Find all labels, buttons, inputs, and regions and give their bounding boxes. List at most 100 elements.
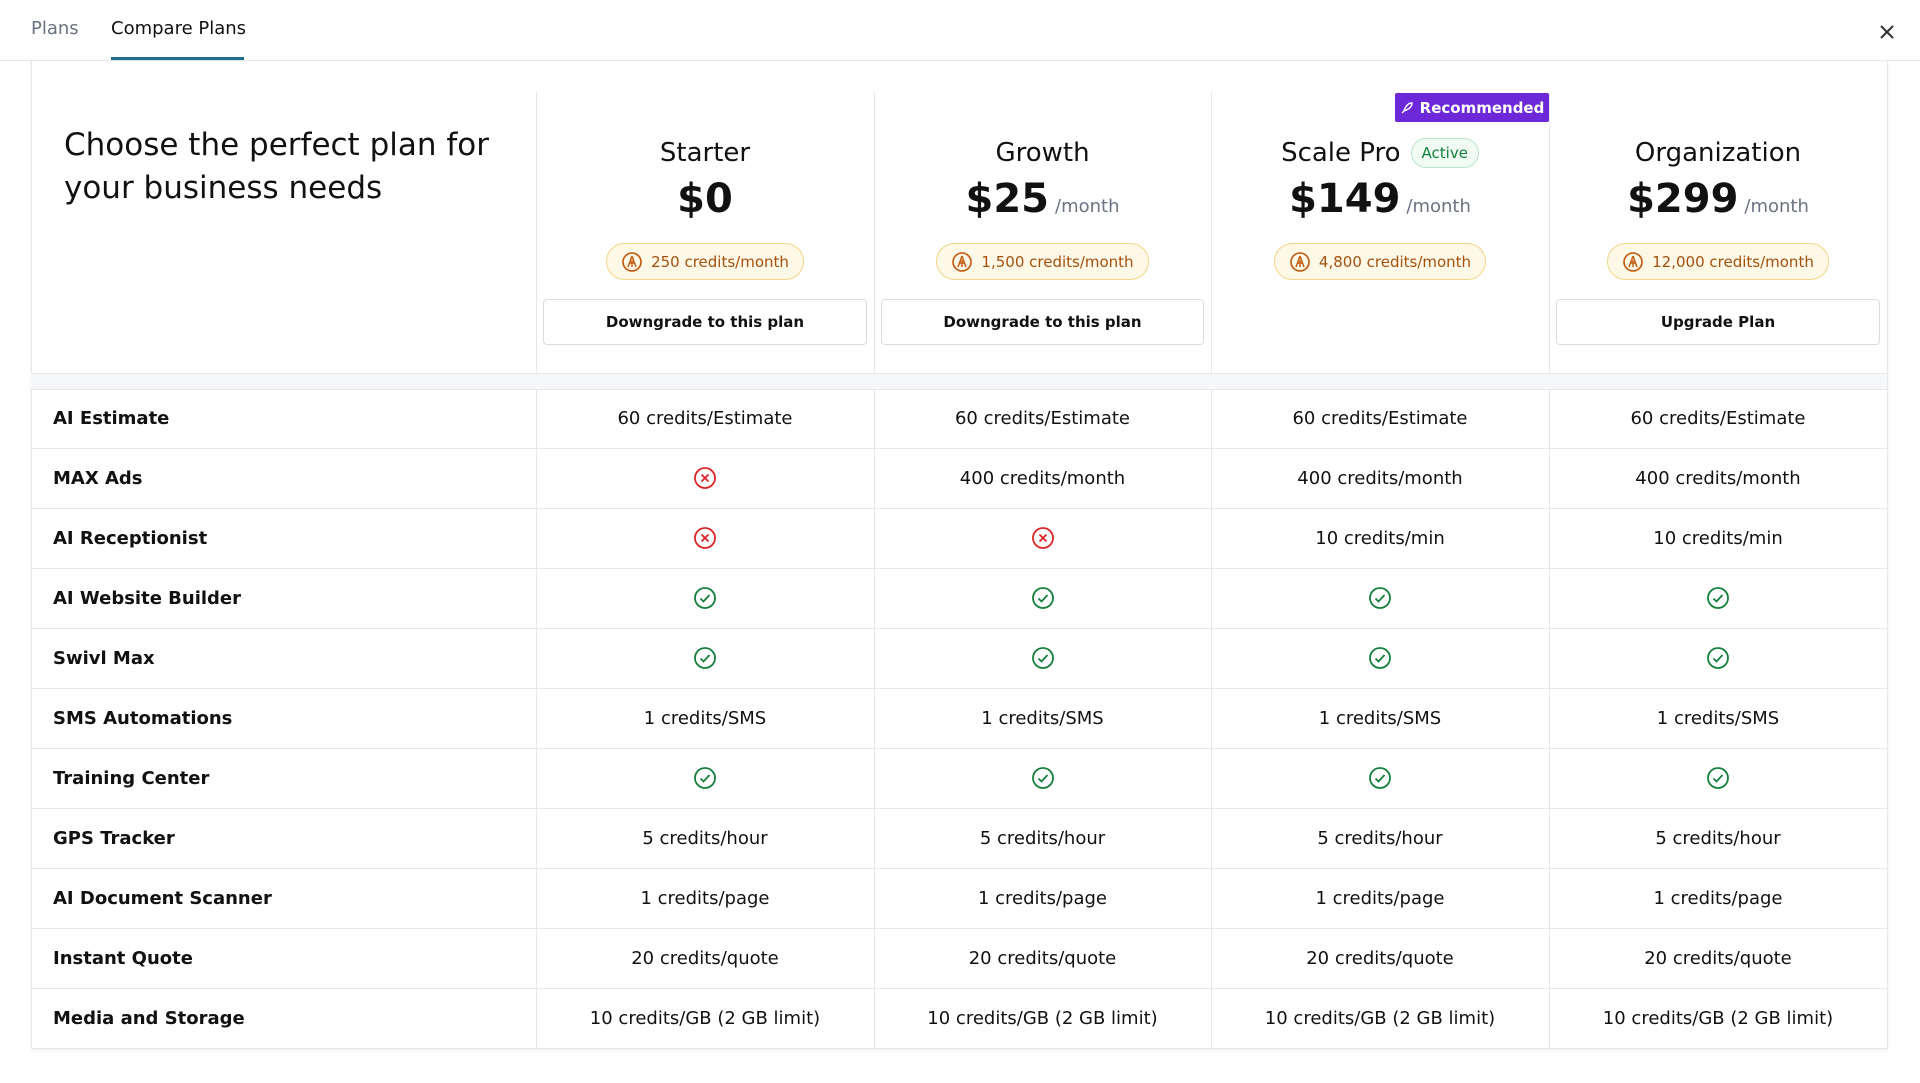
credits-pill: 12,000 credits/month	[1607, 243, 1829, 280]
plan-name: Organization	[1549, 138, 1887, 168]
feature-value: 10 credits/min	[1653, 527, 1783, 549]
row-divider	[31, 568, 1887, 569]
feature-value: 5 credits/hour	[1317, 827, 1443, 849]
credits-pill: 4,800 credits/month	[1273, 243, 1487, 280]
feature-value: 60 credits/Estimate	[1292, 407, 1468, 429]
feature-value: 1 credits/SMS	[1318, 707, 1442, 729]
feature-value: 10 credits/GB (2 GB limit)	[927, 1007, 1158, 1029]
row-divider	[31, 928, 1887, 929]
check-icon	[874, 568, 1211, 628]
credits-text: 1,500 credits/month	[981, 252, 1134, 271]
feature-value: 1 credits/SMS	[643, 707, 767, 729]
status-badge: Active	[1410, 138, 1479, 168]
credits-row: 4,800 credits/month	[1211, 243, 1549, 280]
tab[interactable]: Plans	[31, 18, 79, 39]
credits-row: 12,000 credits/month	[1549, 243, 1887, 280]
close-button[interactable]	[1878, 23, 1896, 41]
feature-value: 400 credits/month	[1297, 467, 1463, 489]
price-amount: $149	[1289, 176, 1401, 222]
price-amount: $0	[677, 176, 733, 222]
plan-name: Starter	[536, 138, 874, 168]
cross-icon	[536, 508, 874, 568]
plan-title: Starter	[659, 138, 751, 168]
check-icon	[1211, 568, 1549, 628]
feature-name: Instant Quote	[53, 947, 193, 969]
plan-title: Organization	[1634, 138, 1802, 168]
feature-value: 1 credits/SMS	[1656, 707, 1780, 729]
feature-name: MAX Ads	[53, 467, 143, 489]
row-divider	[31, 988, 1887, 989]
price-period: /month	[1406, 196, 1471, 217]
feature-name: AI Receptionist	[53, 527, 208, 549]
price-period: /month	[1055, 196, 1120, 217]
header-gap	[31, 373, 1887, 390]
tab-underline	[111, 57, 244, 60]
compare-table	[31, 60, 1888, 1049]
check-icon	[874, 748, 1211, 808]
heading: Choose the perfect plan for your busines…	[64, 127, 489, 206]
feature-value: 5 credits/hour	[979, 827, 1106, 849]
feature-value: 1 credits/SMS	[981, 707, 1104, 729]
plan-button[interactable]: Downgrade to this plan	[881, 299, 1204, 345]
divider	[0, 60, 1920, 61]
feature-value: 1 credits/page	[1653, 887, 1783, 909]
recommended-badge: Recommended	[1395, 93, 1549, 122]
feature-value: 5 credits/hour	[1655, 827, 1781, 849]
plan-button[interactable]: Downgrade to this plan	[543, 299, 867, 345]
column-divider	[874, 92, 875, 1048]
credits-text: 4,800 credits/month	[1318, 252, 1472, 271]
feature-value: 60 credits/Estimate	[954, 407, 1131, 429]
feature-name: AI Estimate	[53, 407, 170, 429]
plan-price: $149/month	[1211, 176, 1549, 222]
check-icon	[1549, 568, 1887, 628]
credits-pill: 250 credits/month	[606, 243, 804, 280]
row-divider	[31, 628, 1887, 629]
plan-price: $25/month	[874, 176, 1211, 222]
feature-value: 20 credits/quote	[631, 947, 779, 969]
badge-text: Recommended	[1419, 98, 1545, 117]
feature-value: 10 credits/GB (2 GB limit)	[589, 1007, 821, 1029]
check-icon	[536, 748, 874, 808]
feature-value: 1 credits/page	[640, 887, 770, 909]
price-period: /month	[1744, 196, 1809, 217]
feature-value: 1 credits/page	[977, 887, 1108, 909]
check-icon	[536, 568, 874, 628]
credits-text: 250 credits/month	[651, 252, 789, 271]
row-divider	[31, 748, 1887, 749]
column-divider	[536, 92, 537, 1048]
feature-name: Media and Storage	[53, 1007, 245, 1029]
cross-icon	[536, 448, 874, 508]
feature-value: 400 credits/month	[1635, 467, 1801, 489]
feature-value: 10 credits/GB (2 GB limit)	[1602, 1007, 1834, 1029]
plan-price: $299/month	[1549, 176, 1887, 222]
check-icon	[874, 628, 1211, 688]
credit-icon	[1623, 251, 1643, 272]
credit-icon	[1290, 251, 1310, 272]
feature-value: 20 credits/quote	[1644, 947, 1792, 969]
credits-text: 12,000 credits/month	[1652, 252, 1814, 271]
row-divider	[31, 448, 1887, 449]
check-icon	[1211, 748, 1549, 808]
feature-name: Training Center	[53, 767, 210, 789]
row-divider	[31, 868, 1887, 869]
column-divider	[1211, 92, 1212, 1048]
feature-name: GPS Tracker	[53, 827, 175, 849]
rocket-icon	[1401, 101, 1413, 113]
tab-active[interactable]: Compare Plans	[111, 18, 247, 39]
feature-value: 60 credits/Estimate	[617, 407, 793, 429]
credits-row: 250 credits/month	[536, 243, 874, 280]
check-icon	[536, 628, 874, 688]
plan-button[interactable]: Upgrade Plan	[1556, 299, 1880, 345]
feature-name: SMS Automations	[53, 707, 233, 729]
credit-icon	[952, 251, 973, 272]
plan-name: Growth	[874, 138, 1211, 168]
feature-value: 10 credits/GB (2 GB limit)	[1264, 1007, 1496, 1029]
credit-icon	[622, 251, 642, 272]
feature-value: 5 credits/hour	[642, 827, 768, 849]
row-divider	[31, 808, 1887, 809]
cross-icon	[874, 508, 1211, 568]
price-amount: $25	[965, 176, 1050, 222]
feature-name: Swivl Max	[53, 647, 155, 669]
feature-value: 400 credits/month	[959, 467, 1126, 489]
